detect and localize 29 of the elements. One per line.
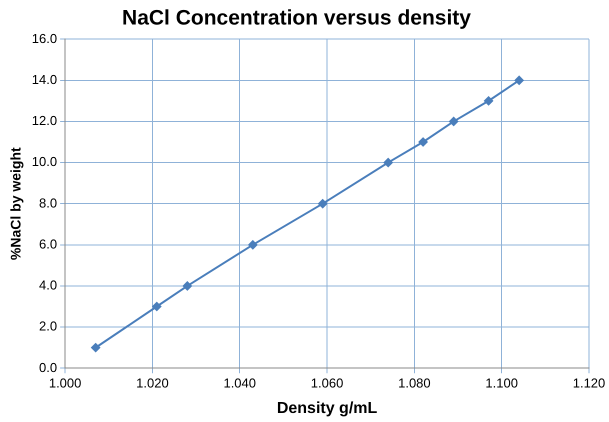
point (182, 281, 192, 290)
x-tick-label: 1.120 (572, 376, 606, 391)
y-tick-label: 14.0 (32, 72, 58, 87)
point (449, 116, 458, 126)
x-axis-title: Density g/mL (276, 400, 378, 417)
chart-title: NaCl Concentration versus density (122, 6, 472, 30)
y-tick-label: 4.0 (39, 278, 58, 293)
y-tick-label: 6.0 (39, 236, 58, 252)
x-tick-label: 1.060 (310, 376, 344, 391)
point (484, 96, 494, 106)
point (318, 199, 328, 208)
x-tick-label: 1.040 (223, 376, 256, 391)
x-tick-label: 1.000 (48, 376, 82, 391)
point (384, 158, 393, 168)
y-axis-title: %NaCl by weight (7, 146, 24, 260)
point (418, 138, 428, 147)
y-tick-label: 12.0 (32, 113, 58, 128)
point (91, 343, 100, 352)
y-tick-label: 10.0 (32, 154, 58, 170)
x-tick-label: 1.100 (485, 376, 518, 391)
y-tick-label: 16.0 (32, 30, 58, 46)
x-tick-label: 1.020 (136, 376, 169, 391)
y-tick-label: 2.0 (39, 318, 58, 334)
x-tick-label: 1.080 (398, 376, 431, 391)
y-tick-label: 8.0 (39, 195, 58, 210)
point (514, 76, 524, 85)
y-tick-label: 0.0 (39, 360, 58, 375)
point (152, 302, 162, 312)
point (248, 240, 258, 250)
